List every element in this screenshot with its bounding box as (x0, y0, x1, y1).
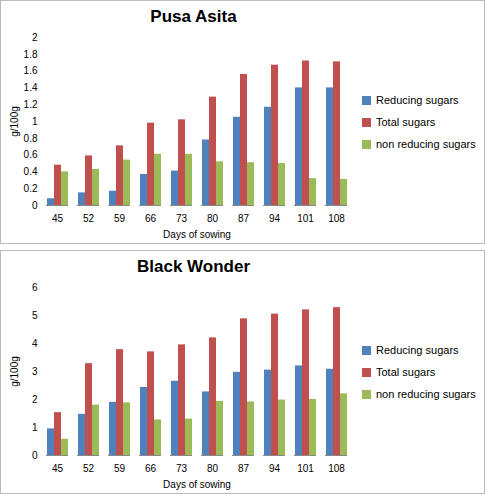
svg-text:73: 73 (176, 463, 188, 474)
svg-text:1.8: 1.8 (24, 49, 38, 60)
svg-text:0.2: 0.2 (24, 183, 38, 194)
svg-text:45: 45 (52, 463, 64, 474)
svg-text:73: 73 (176, 213, 188, 224)
svg-text:Days of sowing: Days of sowing (163, 479, 231, 490)
svg-text:108: 108 (328, 213, 345, 224)
svg-text:1: 1 (32, 422, 38, 433)
svg-text:66: 66 (145, 213, 157, 224)
svg-text:101: 101 (297, 463, 314, 474)
html-text:Total sugars: Total sugars (376, 116, 436, 128)
svg-text:2: 2 (32, 32, 38, 43)
svg-text:59: 59 (114, 213, 126, 224)
svg-text:3: 3 (32, 366, 38, 377)
svg-text:0: 0 (32, 200, 38, 211)
svg-text:0.4: 0.4 (24, 166, 38, 177)
svg-text:87: 87 (238, 463, 250, 474)
svg-text:0.6: 0.6 (24, 149, 38, 160)
svg-text:1: 1 (32, 116, 38, 127)
html-text:non reducing sugars: non reducing sugars (376, 138, 476, 150)
svg-text:87: 87 (238, 213, 250, 224)
svg-text:6: 6 (32, 282, 38, 293)
svg-text:Days of sowing: Days of sowing (163, 229, 231, 240)
svg-text:1.4: 1.4 (24, 82, 38, 93)
html-text:non reducing sugars: non reducing sugars (376, 388, 476, 400)
svg-text:2: 2 (32, 394, 38, 405)
svg-text:0.8: 0.8 (24, 133, 38, 144)
svg-text:80: 80 (207, 213, 219, 224)
svg-text:101: 101 (297, 213, 314, 224)
svg-text:1.6: 1.6 (24, 65, 38, 76)
svg-text:0: 0 (32, 450, 38, 461)
svg-text:g/100g: g/100g (9, 356, 20, 387)
svg-text:4: 4 (32, 338, 38, 349)
svg-text:52: 52 (83, 463, 95, 474)
svg-text:59: 59 (114, 463, 126, 474)
html-text:Pusa Asita: Pusa Asita (150, 7, 237, 26)
svg-text:94: 94 (269, 213, 281, 224)
html-text:Black Wonder: Black Wonder (137, 257, 250, 276)
svg-text:66: 66 (145, 463, 157, 474)
html-text:Reducing sugars: Reducing sugars (376, 94, 459, 106)
svg-text:45: 45 (52, 213, 64, 224)
svg-text:52: 52 (83, 213, 95, 224)
svg-text:1.2: 1.2 (24, 99, 38, 110)
html-text:Reducing sugars: Reducing sugars (376, 344, 459, 356)
svg-text:94: 94 (269, 463, 281, 474)
svg-text:80: 80 (207, 463, 219, 474)
svg-text:g/100g: g/100g (9, 106, 20, 137)
svg-text:108: 108 (328, 463, 345, 474)
svg-text:5: 5 (32, 310, 38, 321)
html-text:Total sugars: Total sugars (376, 366, 436, 378)
